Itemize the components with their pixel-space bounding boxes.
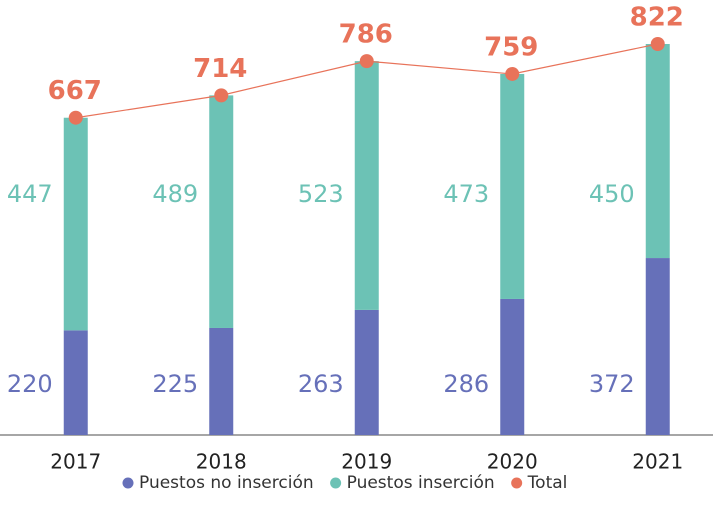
x-tick-label: 2021 [632, 450, 683, 474]
legend-label: Puestos inserción [347, 473, 495, 493]
legend-label: Total [527, 473, 568, 493]
total-point [505, 66, 520, 81]
x-tick-label: 2020 [487, 450, 538, 474]
total-point [359, 54, 374, 69]
x-tick-label: 2018 [196, 450, 247, 474]
value-label: 450 [589, 180, 635, 208]
bar-segment [63, 330, 88, 435]
value-label: 372 [589, 370, 635, 398]
legend-marker [330, 477, 342, 489]
legend-marker [122, 477, 134, 489]
bar-segment [354, 309, 379, 435]
total-point [68, 110, 83, 125]
total-point [650, 37, 665, 51]
total-label: 667 [48, 76, 102, 106]
bar-segment [209, 327, 234, 435]
value-label: 220 [7, 370, 53, 398]
bar-segment [354, 61, 379, 310]
x-tick-label: 2017 [50, 450, 101, 474]
total-label: 714 [193, 54, 247, 84]
value-label: 489 [152, 180, 198, 208]
value-label: 263 [298, 370, 344, 398]
value-label: 473 [443, 180, 489, 208]
legend: Puestos no inserción Puestos inserción Tot… [122, 473, 568, 493]
legend-label: Puestos no inserción [139, 473, 314, 493]
bar-segment [645, 258, 670, 435]
total-label: 759 [484, 32, 538, 62]
legend-marker [511, 477, 523, 489]
value-label: 225 [152, 370, 198, 398]
bar-segment [209, 95, 234, 328]
bar-segment [500, 298, 525, 435]
value-label: 523 [298, 180, 344, 208]
total-label: 822 [630, 3, 684, 33]
bar-segment [645, 44, 670, 259]
total-point [214, 88, 229, 103]
value-label: 286 [443, 370, 489, 398]
x-tick-label: 2019 [341, 450, 392, 474]
value-label: 447 [7, 180, 53, 208]
total-label: 786 [339, 20, 393, 50]
bar-segment [500, 73, 525, 299]
bar-segment [63, 117, 88, 331]
